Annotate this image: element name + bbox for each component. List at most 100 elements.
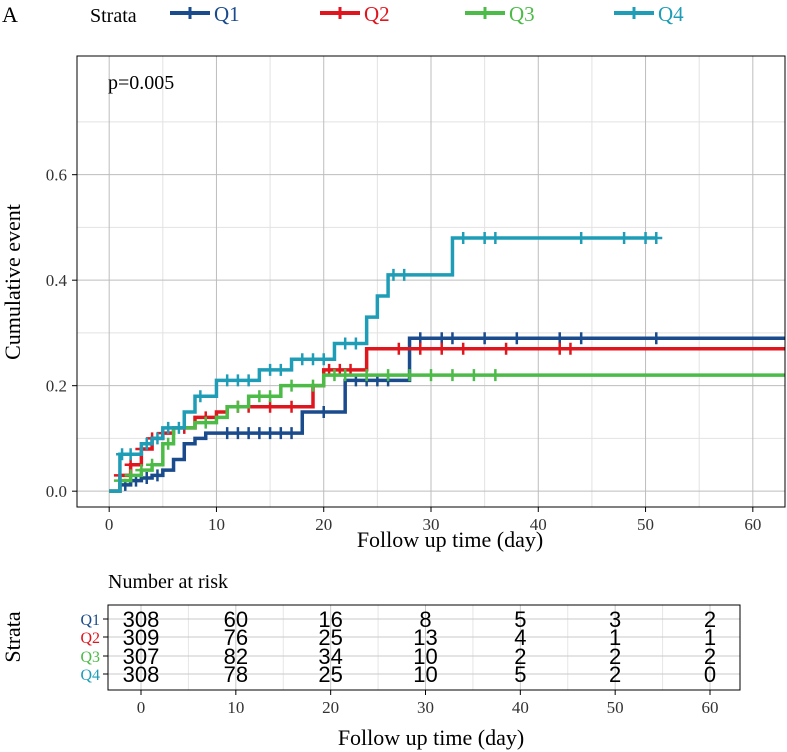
risk-row-Q3: Q3 307 82 34 10 2 2 2: [80, 644, 716, 669]
risk-row-Q4: Q4 308 78 25 10 5 2 0: [80, 662, 716, 687]
risk-count: 4: [514, 625, 526, 650]
censor-mark-Q1: [140, 471, 153, 484]
legend-swatch-censor: [479, 7, 491, 19]
risk-count: 307: [123, 644, 160, 669]
risk-table-rows: Q1 308 60 16 8 5 3 2Q2 309 76 25 13 4 1 1Q3 307 82 34 10 2 2…: [80, 607, 716, 687]
risk-table-gridlines: [108, 605, 740, 690]
censor-mark-Q3: [307, 379, 319, 392]
censor-mark-Q3: [124, 469, 137, 482]
legend-item-Q1: Q1: [170, 2, 240, 26]
risk-row-label: Q3: [80, 649, 100, 666]
censor-mark-Q3: [360, 369, 373, 382]
risk-count: 1: [704, 625, 716, 650]
censor-mark-Q4: [478, 231, 491, 244]
censor-mark-Q3: [339, 369, 352, 382]
censor-mark-Q3: [253, 390, 266, 403]
censor-mark-Q1: [264, 427, 277, 440]
risk-x-tick-label: 50: [607, 698, 624, 717]
censor-mark-Q1: [553, 332, 566, 345]
legend-swatch-censor: [334, 7, 346, 19]
risk-x-tick-label: 20: [322, 698, 339, 717]
panel-label: A: [2, 2, 18, 27]
legend-label: Q1: [214, 2, 240, 26]
censor-mark-Q3: [285, 379, 298, 392]
censor-mark-Q4: [162, 421, 175, 434]
risk-table-title: Number at risk: [108, 571, 228, 593]
censor-mark-Q4: [221, 374, 234, 387]
censor-mark-Q4: [140, 437, 153, 450]
censor-mark-Q4: [296, 353, 309, 366]
censor-mark-Q4: [264, 363, 277, 376]
censor-mark-Q3: [489, 369, 502, 382]
legend: Q1 Q2 Q3 Q4: [170, 2, 684, 26]
x-tick-label: 20: [315, 515, 332, 534]
risk-x-tick-label: 60: [702, 698, 719, 717]
risk-count: 2: [609, 662, 621, 687]
censor-mark-Q4: [650, 231, 663, 244]
risk-count: 0: [704, 662, 716, 687]
x-tick-label: 50: [637, 515, 654, 534]
x-tick-label: 60: [744, 515, 761, 534]
censor-mark-Q4: [618, 231, 631, 244]
y-tick-label: 0.4: [46, 271, 68, 290]
censor-mark-Q1: [242, 427, 255, 440]
censor-mark-Q1: [575, 332, 588, 345]
series-Q4: [109, 231, 663, 493]
risk-x-tick-label: 10: [227, 698, 244, 717]
censor-mark-Q4: [339, 337, 352, 350]
censor-mark-Q4: [307, 353, 319, 366]
censor-mark-Q4: [231, 374, 244, 387]
legend-title: Strata: [90, 5, 137, 27]
censor-mark-Q4: [274, 363, 287, 376]
censor-mark-Q3: [199, 416, 212, 429]
censor-mark-Q2: [392, 342, 405, 355]
x-tick-label: 0: [105, 515, 114, 534]
censor-mark-Q1: [221, 427, 234, 440]
censor-mark-Q3: [231, 400, 244, 413]
censor-mark-Q4: [151, 432, 164, 445]
risk-count: 2: [704, 607, 716, 632]
risk-count: 76: [224, 625, 248, 650]
censor-mark-Q4: [317, 353, 330, 366]
risk-count: 2: [704, 644, 716, 669]
series-lines: [109, 231, 785, 493]
risk-x-tick-label: 0: [137, 698, 146, 717]
risk-count: 5: [514, 662, 526, 687]
gridlines: [77, 56, 785, 507]
censor-mark-Q4: [242, 374, 255, 387]
risk-count: 78: [224, 662, 248, 687]
censor-mark-Q1: [274, 427, 287, 440]
risk-row-label: Q4: [80, 667, 100, 684]
censor-mark-Q1: [510, 332, 523, 345]
risk-row-label: Q1: [80, 612, 100, 629]
censor-mark-Q3: [382, 369, 395, 382]
risk-table-border: [107, 604, 741, 691]
censor-mark-Q1: [231, 427, 244, 440]
censor-mark-Q1: [151, 469, 164, 482]
risk-count: 308: [123, 662, 160, 687]
risk-count: 82: [224, 644, 248, 669]
censor-mark-Q2: [553, 342, 566, 355]
legend-label: Q3: [509, 2, 535, 26]
risk-row-label: Q2: [80, 630, 100, 647]
main-plot: 0 10 20 30 40 50 60 0.0 0.2 0.4 0.6 p=0.005 Follo…: [0, 55, 786, 552]
censor-mark-Q1: [478, 332, 491, 345]
censor-mark-Q1: [414, 332, 427, 345]
risk-count: 25: [318, 625, 342, 650]
risk-count: 1: [609, 625, 621, 650]
censor-mark-Q2: [457, 342, 470, 355]
censor-mark-Q1: [317, 406, 330, 419]
risk-count: 309: [123, 625, 160, 650]
censor-mark-Q2: [500, 342, 513, 355]
p-value-annotation: p=0.005: [108, 72, 174, 94]
censor-mark-Q2: [285, 400, 298, 413]
censor-mark-Q3: [425, 369, 437, 382]
y-tick-label: 0.6: [46, 166, 67, 185]
legend-swatch-censor: [628, 7, 640, 19]
censor-mark-Q3: [162, 437, 175, 450]
x-tick-label: 10: [208, 515, 225, 534]
censor-mark-Q4: [387, 268, 400, 281]
risk-count: 13: [413, 625, 437, 650]
y-axis-ticks: 0.0 0.2 0.4 0.6: [46, 166, 77, 501]
legend-label: Q2: [364, 2, 390, 26]
